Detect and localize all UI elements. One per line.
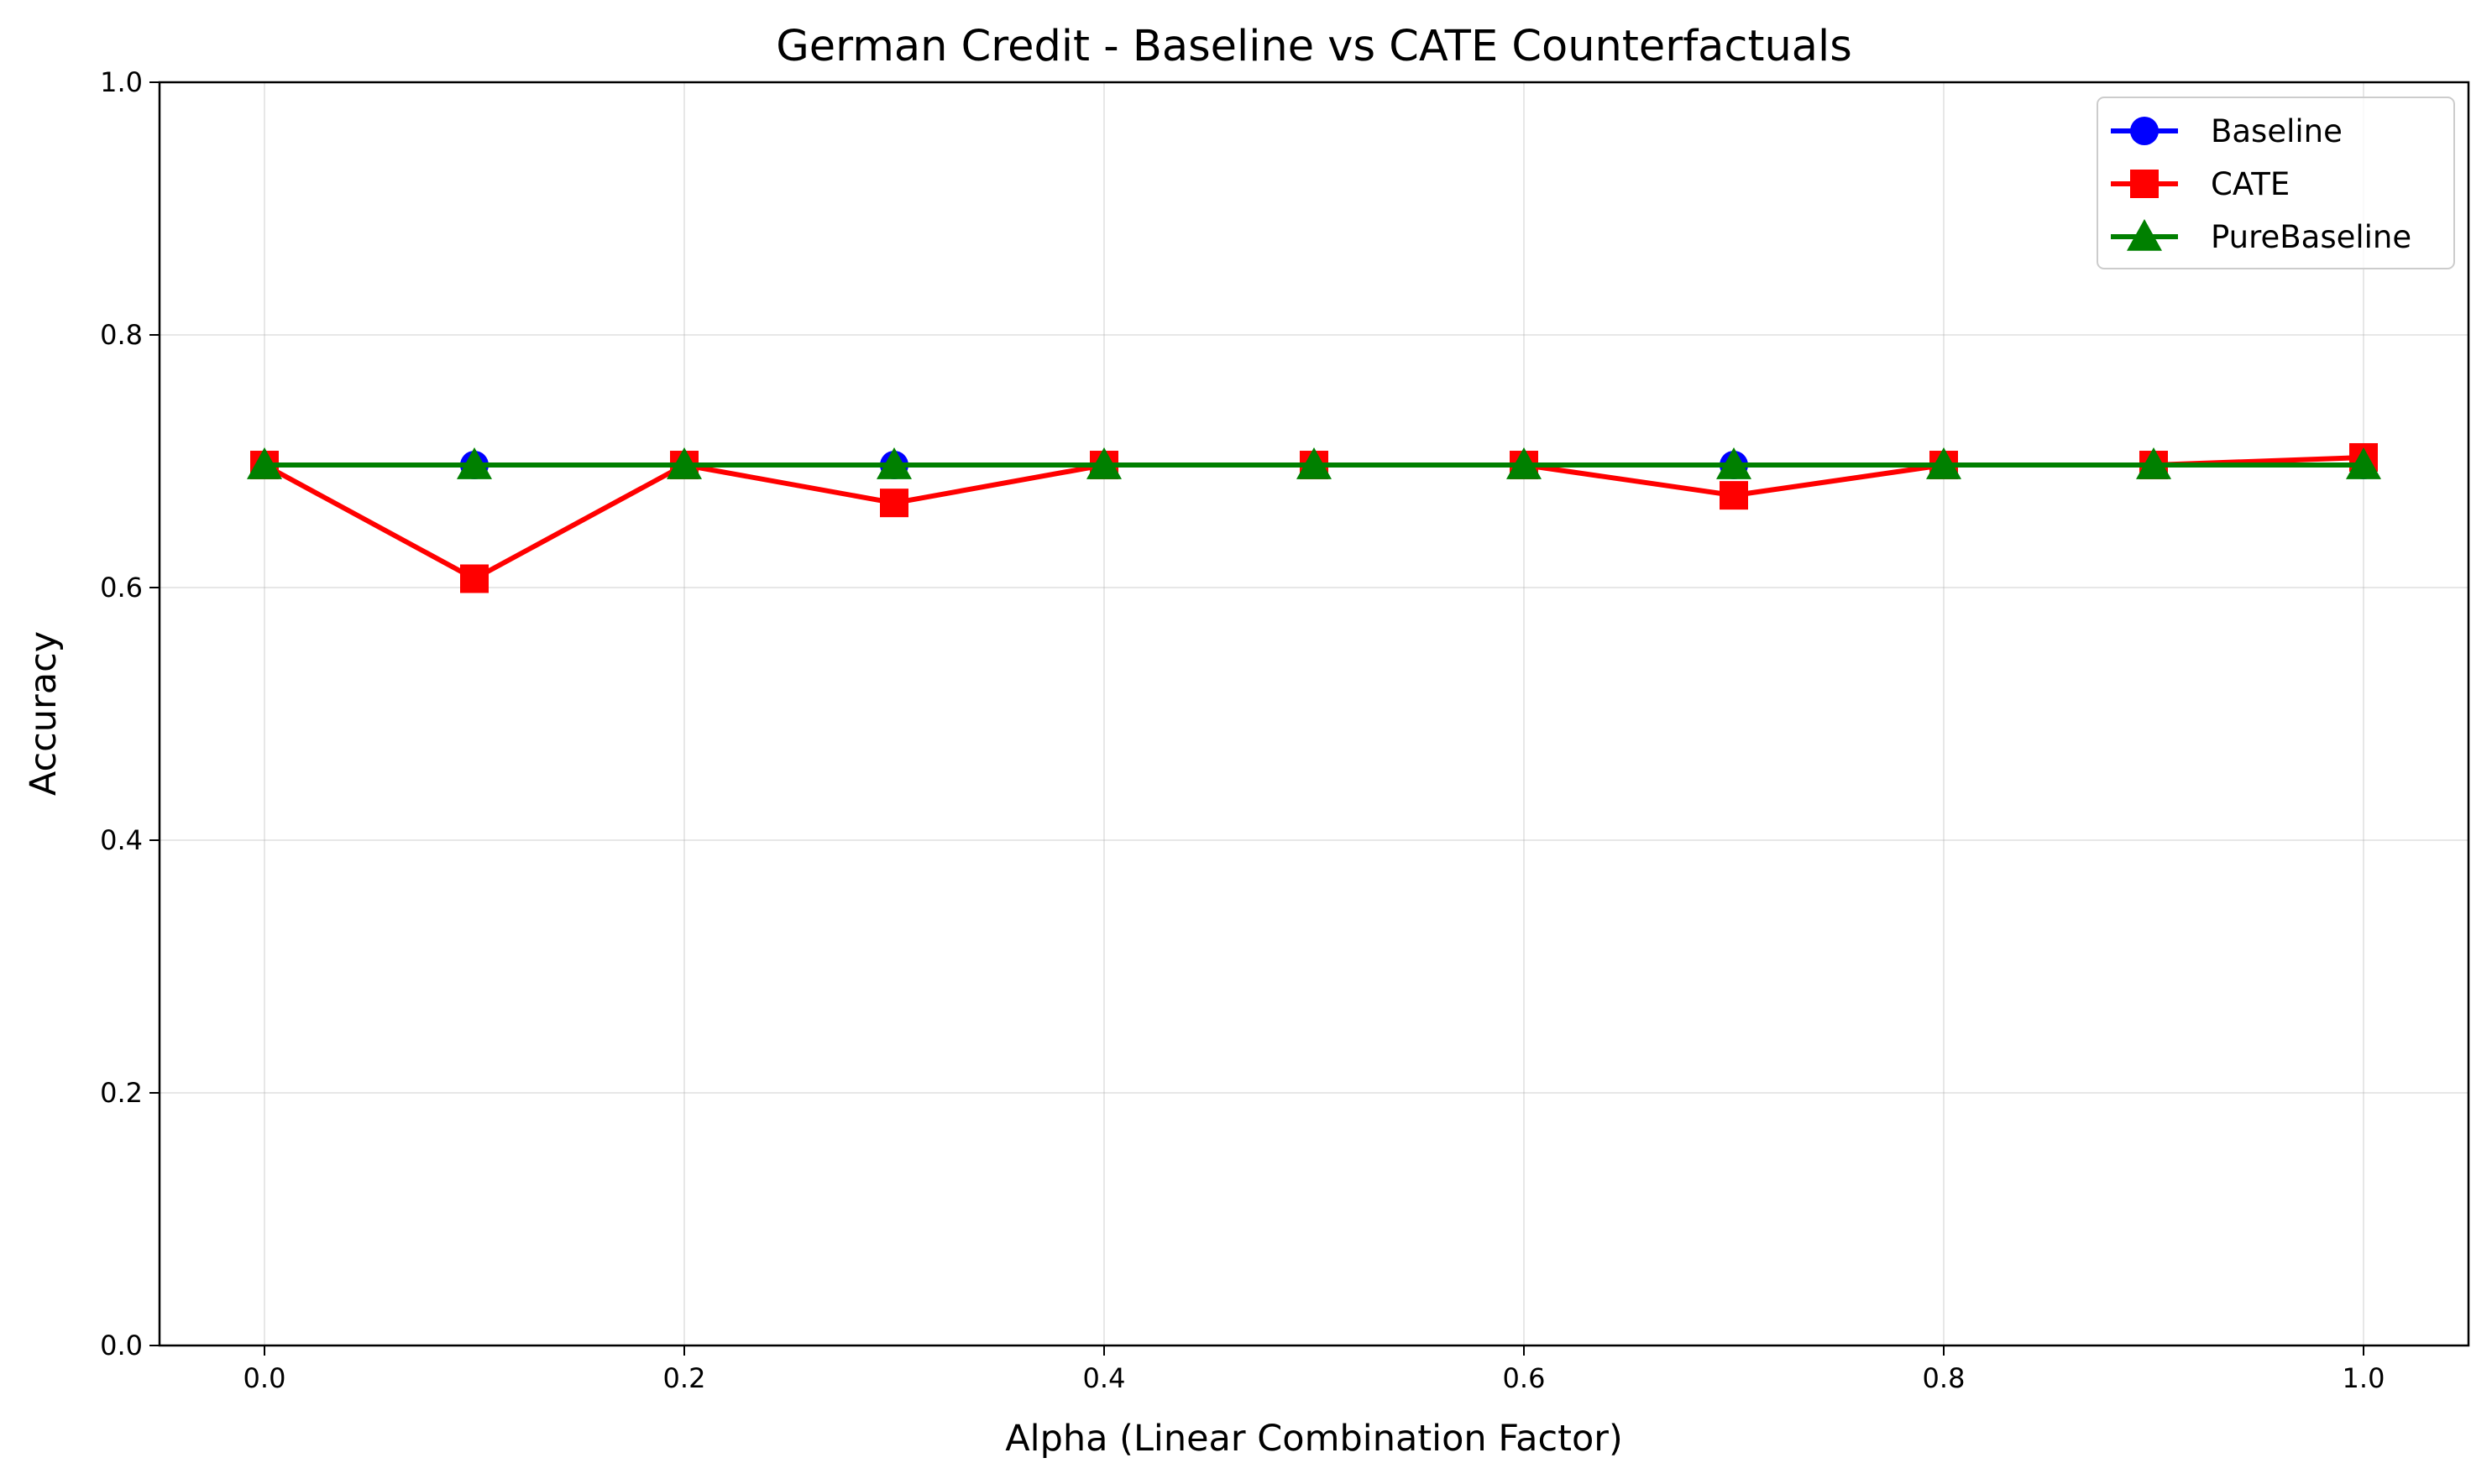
- series-layer: [247, 442, 2381, 593]
- x-axis-label: Alpha (Linear Combination Factor): [1005, 1418, 1623, 1460]
- chart-title: German Credit - Baseline vs CATE Counter…: [776, 22, 1852, 71]
- purebaseline-point: [2136, 447, 2171, 479]
- cate-point: [460, 564, 489, 593]
- ticks: 0.0 0.2 0.4 0.6 0.8 1.0 0.0 0.2 0.4 0.6 0.8 1.0: [100, 66, 2385, 1394]
- x-tick-label: 0.6: [1503, 1362, 1546, 1394]
- x-tick-label: 0.2: [663, 1362, 706, 1394]
- legend-marker-cate: [2130, 170, 2159, 198]
- legend-label-baseline: Baseline: [2211, 113, 2343, 149]
- purebaseline-point: [1716, 447, 1751, 479]
- x-tick-label: 0.0: [243, 1362, 286, 1394]
- x-tick-label: 0.8: [1923, 1362, 1966, 1394]
- legend-label-cate: CATE: [2211, 166, 2290, 202]
- purebaseline-point: [1086, 447, 1122, 479]
- purebaseline-point: [1926, 447, 1961, 479]
- purebaseline-point: [2346, 447, 2381, 479]
- y-tick-label: 0.4: [100, 824, 143, 856]
- purebaseline-point: [1506, 447, 1542, 479]
- x-tick-label: 0.4: [1083, 1362, 1126, 1394]
- y-tick-label: 0.2: [100, 1077, 143, 1109]
- purebaseline-point: [667, 447, 702, 479]
- plot-area: [160, 82, 2468, 1346]
- y-tick-label: 0.0: [100, 1330, 143, 1361]
- x-tick-label: 1.0: [2343, 1362, 2385, 1394]
- y-axis-label: Accuracy: [23, 631, 65, 796]
- legend-marker-purebaseline: [2127, 219, 2162, 251]
- purebaseline-point: [457, 447, 492, 479]
- cate-point: [1720, 481, 1748, 510]
- legend-box: [2097, 97, 2455, 269]
- purebaseline-point: [247, 447, 282, 479]
- legend-marker-baseline: [2130, 117, 2159, 145]
- legend-label-purebaseline: PureBaseline: [2211, 219, 2411, 255]
- legend: Baseline CATE PureBaseline: [2097, 97, 2455, 269]
- series-purebaseline: [247, 447, 2381, 479]
- purebaseline-point: [877, 447, 912, 479]
- y-tick-label: 1.0: [100, 66, 143, 98]
- purebaseline-point: [1296, 447, 1332, 479]
- y-tick-label: 0.8: [100, 319, 143, 351]
- cate-point: [880, 489, 908, 518]
- y-tick-label: 0.6: [100, 572, 143, 604]
- plot-frame: [158, 81, 2470, 1347]
